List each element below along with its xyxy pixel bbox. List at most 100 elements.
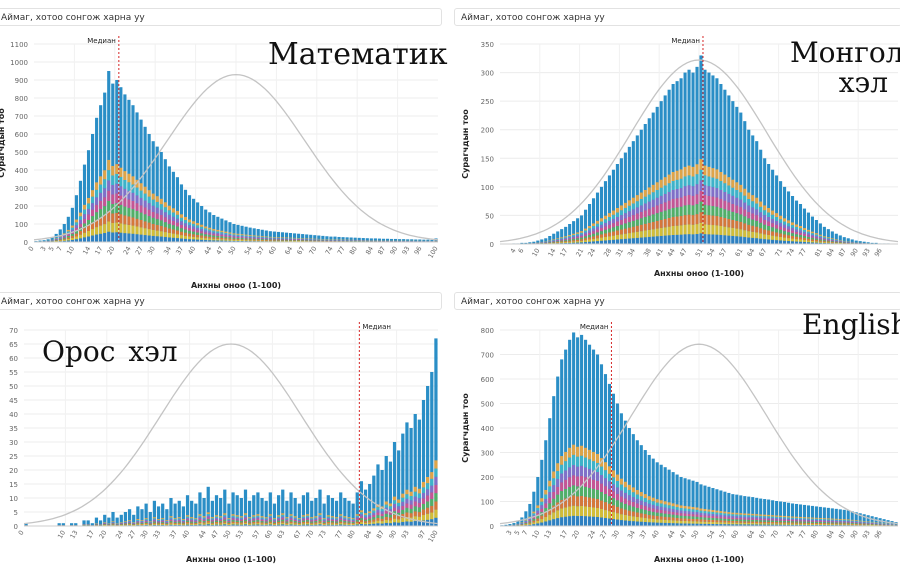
- bar-segment: [143, 193, 147, 201]
- bar: [305, 492, 310, 526]
- y-tick-label: 400: [15, 167, 28, 175]
- bar: [422, 239, 426, 242]
- median-label: Медиан: [87, 37, 116, 45]
- bar-segment: [755, 521, 759, 524]
- bar: [536, 477, 540, 526]
- bar-segment: [66, 234, 70, 236]
- bar: [627, 146, 631, 244]
- bar-segment: [305, 521, 310, 524]
- bar-segment: [281, 513, 285, 515]
- bar-segment: [687, 508, 691, 512]
- bar-segment: [623, 492, 627, 499]
- bar-segment: [143, 228, 147, 236]
- filter-select-mongol[interactable]: Аймаг, хотоо сонгож харна уу: [454, 8, 900, 26]
- bar-segment: [806, 242, 811, 244]
- bar-segment: [66, 238, 70, 241]
- x-tick-label: 31: [614, 247, 625, 258]
- x-tick-label: 50: [227, 245, 238, 256]
- bar-segment: [413, 491, 417, 497]
- bar-segment: [280, 240, 285, 242]
- bar: [119, 87, 123, 242]
- bar-segment: [743, 230, 747, 238]
- bar-segment: [260, 524, 264, 526]
- bar-segment: [822, 240, 826, 242]
- bar-segment: [268, 237, 272, 239]
- bar-segment: [735, 519, 739, 522]
- bar-segment: [236, 236, 240, 238]
- bar-segment: [679, 178, 683, 189]
- bar: [655, 106, 659, 244]
- bar: [50, 237, 54, 242]
- bar-segment: [830, 521, 834, 523]
- bar-segment: [715, 522, 719, 525]
- bar-segment: [281, 516, 285, 519]
- bar-segment: [572, 465, 576, 476]
- filter-select-english[interactable]: Аймаг, хотоо сонгож харна уу: [454, 292, 900, 310]
- x-tick-label: 87: [376, 245, 387, 256]
- bar-segment: [548, 480, 552, 487]
- bar-segment: [568, 496, 572, 507]
- bar-segment: [131, 192, 135, 201]
- bar-segment: [421, 514, 426, 521]
- bar-segment: [771, 210, 775, 215]
- bar-segment: [155, 224, 159, 231]
- bar: [675, 81, 679, 244]
- bar: [544, 238, 548, 244]
- bar: [783, 501, 787, 526]
- bar-segment: [544, 494, 548, 499]
- bar: [398, 239, 402, 242]
- bar-segment: [576, 516, 580, 526]
- bar-segment: [779, 215, 783, 220]
- bar: [95, 117, 99, 242]
- bar-segment: [635, 516, 639, 522]
- bar-segment: [380, 511, 384, 514]
- bar-segment: [556, 478, 560, 487]
- bar-segment: [355, 515, 359, 518]
- bar-segment: [147, 216, 151, 223]
- bar-segment: [743, 195, 747, 203]
- bar-segment: [536, 520, 540, 524]
- filter-select-math[interactable]: Аймаг, хотоо сонгож харна уу: [0, 8, 442, 26]
- bar-segment: [417, 512, 421, 517]
- bar-segment: [66, 231, 70, 233]
- bar: [434, 338, 438, 526]
- bar: [74, 195, 78, 242]
- bar-segment: [715, 510, 719, 513]
- bar-segment: [580, 465, 584, 476]
- bar-segment: [771, 516, 775, 518]
- bar-segment: [834, 519, 838, 521]
- bar: [276, 231, 280, 242]
- bar-segment: [659, 235, 663, 244]
- bar-segment: [771, 523, 775, 525]
- bar-segment: [715, 234, 719, 244]
- bar-segment: [771, 235, 775, 240]
- bar-segment: [619, 514, 623, 521]
- bar-segment: [715, 524, 719, 526]
- bar-segment: [560, 456, 564, 465]
- bar-segment: [413, 521, 417, 526]
- normal-curve: [33, 73, 439, 241]
- bar-segment: [196, 239, 200, 242]
- bar-segment: [619, 224, 623, 230]
- filter-select-oros[interactable]: Аймаг, хотоо сонгож харна уу: [0, 292, 442, 310]
- bar-segment: [293, 238, 297, 240]
- bar-segment: [854, 522, 858, 524]
- bar-segment: [95, 189, 99, 198]
- bar: [46, 239, 50, 242]
- bar: [281, 489, 285, 526]
- bar-segment: [794, 523, 799, 525]
- bar-segment: [540, 522, 544, 526]
- bar-segment: [790, 227, 795, 231]
- bar-segment: [248, 240, 252, 242]
- bar-segment: [355, 524, 359, 526]
- bar-segment: [181, 524, 186, 526]
- bar: [183, 189, 188, 242]
- bar-segment: [82, 209, 87, 215]
- bar-segment: [288, 239, 293, 240]
- bar-segment: [739, 522, 743, 525]
- x-tick-label: 64: [745, 529, 756, 540]
- bar-segment: [272, 238, 276, 240]
- bar-segment: [310, 523, 314, 525]
- bar-segment: [548, 514, 552, 521]
- bar-segment: [826, 242, 830, 244]
